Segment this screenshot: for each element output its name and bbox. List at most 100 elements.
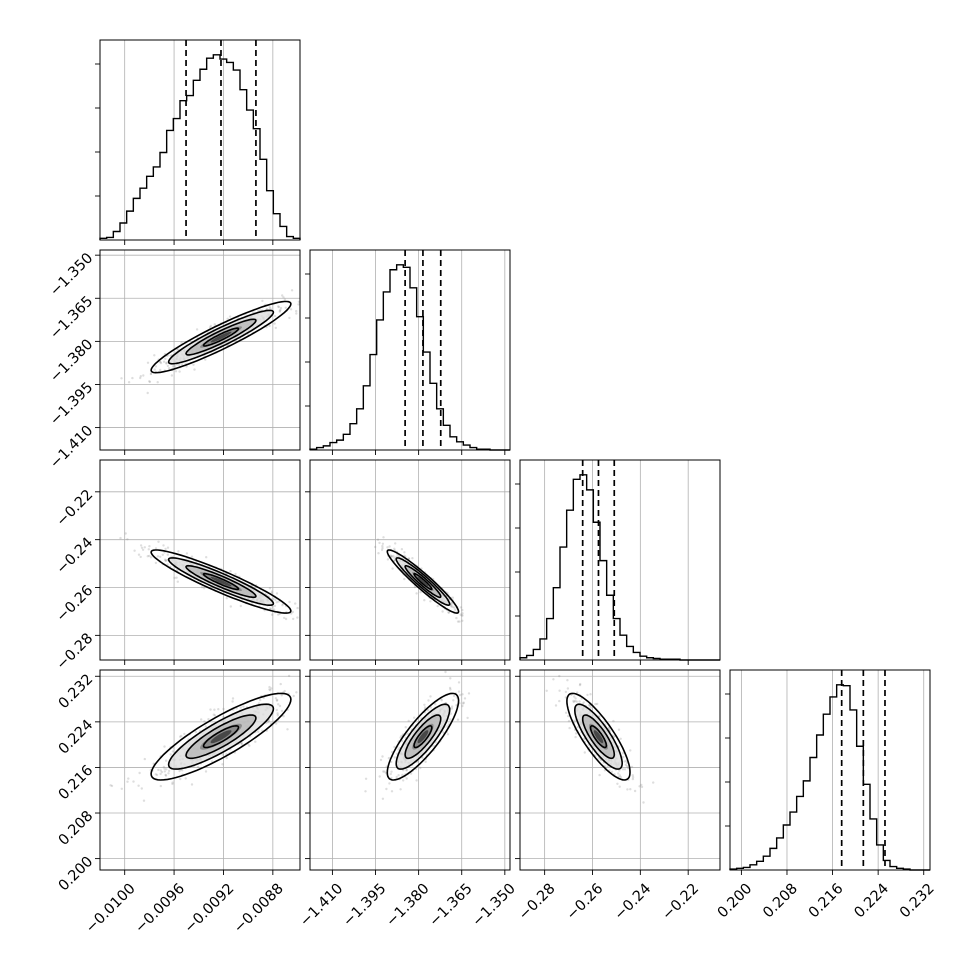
sample-point [146,391,149,395]
sample-point [575,700,578,703]
sample-point [229,605,232,608]
sample-point [458,620,461,623]
sample-point [587,704,591,707]
sample-point [127,777,130,780]
sample-point [148,545,151,548]
x-tick-label-1-2: −1.380 [383,881,432,930]
sample-point [566,687,570,690]
sample-point [290,612,293,615]
sample-point [124,532,127,535]
sample-point [213,323,216,326]
sample-point [267,719,271,722]
sample-point [444,670,447,674]
sample-point [171,782,174,786]
sample-point [429,706,433,709]
sample-point [421,756,424,760]
sample-point [618,769,621,772]
sample-point [284,617,288,621]
sample-point [450,602,453,605]
sample-point [280,709,284,713]
sample-point [461,614,464,617]
sample-point [154,365,158,368]
sample-point [589,705,592,708]
sample-point [167,772,170,775]
sample-point [269,689,272,692]
sample-point [446,733,450,736]
sample-point [278,704,282,708]
sample-point [294,602,297,605]
y-tick-label-3-1: 0.208 [56,808,97,849]
sample-point [229,570,232,573]
y-tick-label-2-2: −0.24 [54,535,97,578]
sample-point [424,760,427,763]
sample-point [282,715,285,718]
sample-point [173,576,176,580]
contour-line-2 [167,309,275,365]
sample-point [133,549,136,552]
sample-point [159,772,162,776]
sample-point [178,370,181,373]
contour-line-1 [185,318,257,356]
sample-point [382,536,385,539]
sample-point [275,592,279,595]
sample-point [277,305,281,309]
sample-point [185,365,188,368]
sample-point [610,770,614,773]
sample-point [257,702,261,705]
sample-point [277,703,280,706]
histogram-step-2 [519,474,720,661]
sample-point [467,692,471,695]
sample-point [166,546,170,549]
sample-point [273,322,276,325]
contour-line-1 [404,564,442,599]
sample-point [254,740,257,743]
sample-point [157,540,160,543]
sample-point [177,550,180,553]
x-tick-label-1-4: −1.350 [470,881,519,930]
sample-point [164,774,168,777]
sample-point [291,610,294,614]
y-tick-label-1-0: −1.410 [47,423,96,472]
sample-point [378,541,381,545]
sample-point [625,765,629,768]
sample-point [456,718,460,721]
contour-line-3 [566,692,631,781]
density-region-3 [210,576,232,587]
sample-point [165,361,168,364]
sample-point [287,674,291,678]
x-tick-label-1-0: −1.410 [297,881,346,930]
sample-point [210,760,214,763]
sample-point [393,745,396,749]
sample-point [455,616,458,620]
sample-point [449,688,452,691]
panel-frame [99,669,301,871]
sample-point [624,759,628,763]
sample-point [426,709,430,712]
panel-frame [309,459,511,661]
sample-point [268,587,272,590]
sample-point [642,801,645,804]
sample-point [283,689,286,693]
sample-point [239,604,242,608]
sample-point [277,600,280,603]
y-tick-label-3-3: 0.224 [56,717,97,758]
panel-3-3: 0.200 0.208 0.216 0.224 0.232 [715,669,938,921]
sample-point [239,706,242,709]
sample-point [281,604,284,607]
sample-point [159,769,162,772]
sample-point [109,784,112,787]
panel-2-0: −0.28−0.26 −0.24 −0.22 [54,459,301,673]
sample-point [159,784,162,788]
sample-point [296,616,299,619]
sample-point [269,307,272,310]
sample-point [552,678,555,681]
sample-point [271,605,274,608]
sample-point [574,732,578,735]
sample-point [364,777,368,780]
sample-point [200,718,203,721]
sample-point [179,735,182,738]
sample-point [295,691,298,694]
sample-point [566,679,569,682]
sample-point [450,707,454,710]
sample-point [617,728,621,731]
